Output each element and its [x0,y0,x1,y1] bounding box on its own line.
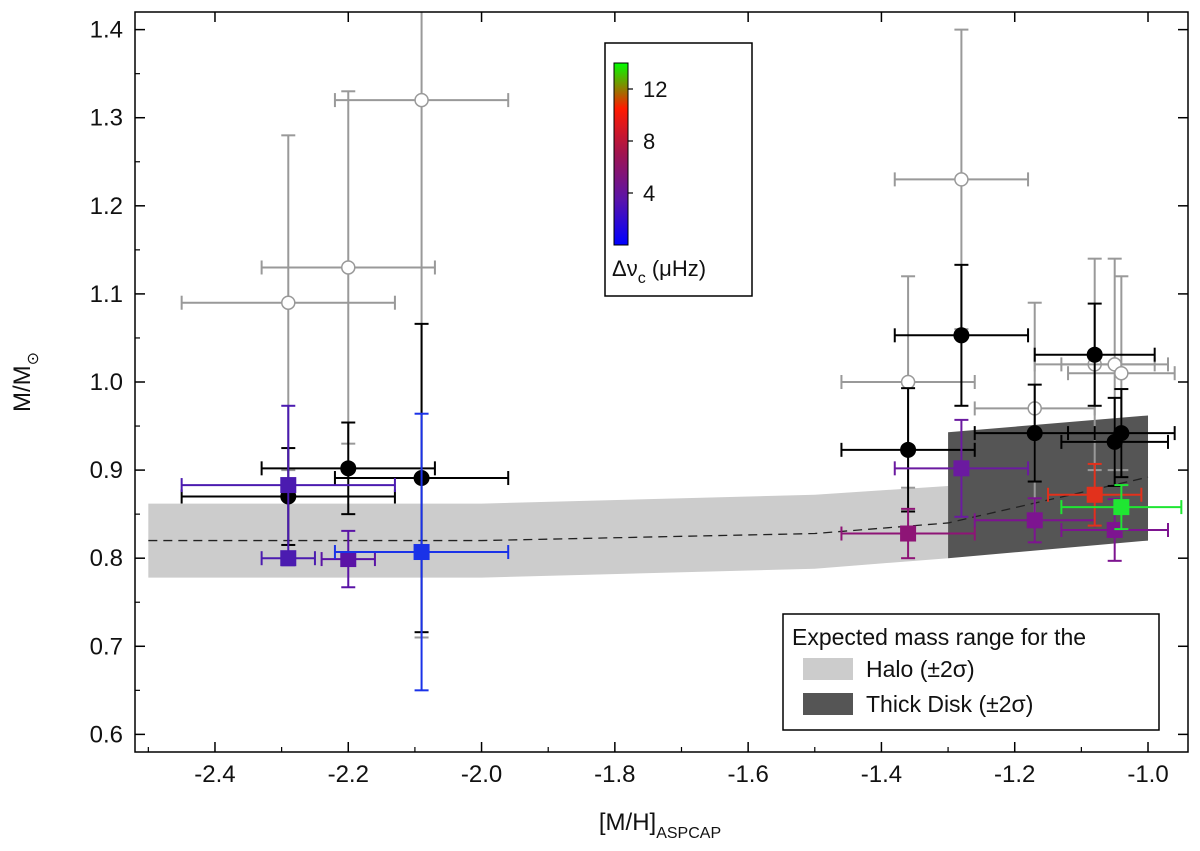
data-point [340,460,357,477]
data-point [1086,486,1103,503]
legend-label: Halo (±2σ) [866,656,975,682]
colorbar-tick-label: 8 [643,129,655,154]
data-point [340,551,357,568]
x-tick-label: -2.0 [461,761,502,788]
halo-band [148,485,949,578]
legend-label: Thick Disk (±2σ) [866,691,1033,717]
data-point [281,295,296,310]
data-point [900,374,916,390]
data-point [900,441,917,458]
expected-mass-line [148,476,1149,542]
y-tick-label: 0.6 [90,721,123,748]
x-axis-label: [M/H]ASPCAP [599,809,721,842]
data-point [900,525,917,542]
y-axis-label-main: M/M [9,365,36,412]
data-point [280,550,297,567]
y-axis-label-sub: ⊙ [25,352,42,365]
y-axis-label: M/M⊙ [9,352,42,412]
legend-swatch [803,693,853,715]
data-point [1114,365,1129,381]
data-point [413,544,430,561]
x-tick-label: -1.2 [994,761,1035,788]
thick-disk-band [948,415,1149,559]
y-tick-label: 1.3 [90,105,123,132]
y-tick-label: 0.8 [90,545,123,572]
data-point [414,92,429,108]
colorbar-label-sub: c [638,270,646,287]
x-tick-label: -1.0 [1127,761,1168,788]
series-filled-square [180,404,1183,692]
legend: Expected mass range for the Halo (±2σ) Thi… [782,613,1160,731]
y-tick-label: 0.7 [90,633,123,660]
data-point [1026,512,1043,529]
data-point [954,172,969,187]
data-point [1113,499,1130,516]
x-tick-label: -2.2 [328,761,369,788]
plot-content [148,12,1183,692]
x-tick-label: -1.8 [594,761,635,788]
data-point [341,260,356,275]
colorbar-label-unit: (μHz) [646,256,706,281]
y-tick-label: 1.4 [90,17,123,44]
data-point [1026,425,1043,442]
y-tick-label: 1.2 [90,193,123,220]
data-point [1113,425,1130,442]
colorbar-tick-label: 12 [643,77,667,102]
legend-swatch [803,658,853,680]
plot-area [148,12,1183,692]
y-tick-label: 1.0 [90,369,123,396]
x-tick-label: -1.4 [861,761,902,788]
colorbar-box [604,42,753,297]
data-point [953,327,970,344]
colorbar: 4 8 12 Δνc (μHz) [604,42,753,297]
colorbar-label: Δνc (μHz) [612,256,706,287]
colorbar-gradient [613,62,629,246]
colorbar-label-main: Δν [612,256,638,281]
colorbar-tick-label: 4 [643,181,655,206]
x-axis-label-main: [M/H] [599,809,656,836]
data-point [280,477,297,494]
y-tick-label: 1.1 [90,281,123,308]
data-point [1086,346,1103,363]
x-axis-label-sub: ASPCAP [656,825,721,842]
legend-title: Expected mass range for the [792,624,1086,650]
x-tick-label: -2.4 [194,761,235,788]
axes: -2.4 -2.2 -2.0 -1.8 -1.6 -1.4 -1.2 -1.0 0.6 0.7 0.… [9,11,1189,842]
y-tick-label: 0.9 [90,457,123,484]
data-point [953,460,970,477]
x-tick-label: -1.6 [727,761,768,788]
